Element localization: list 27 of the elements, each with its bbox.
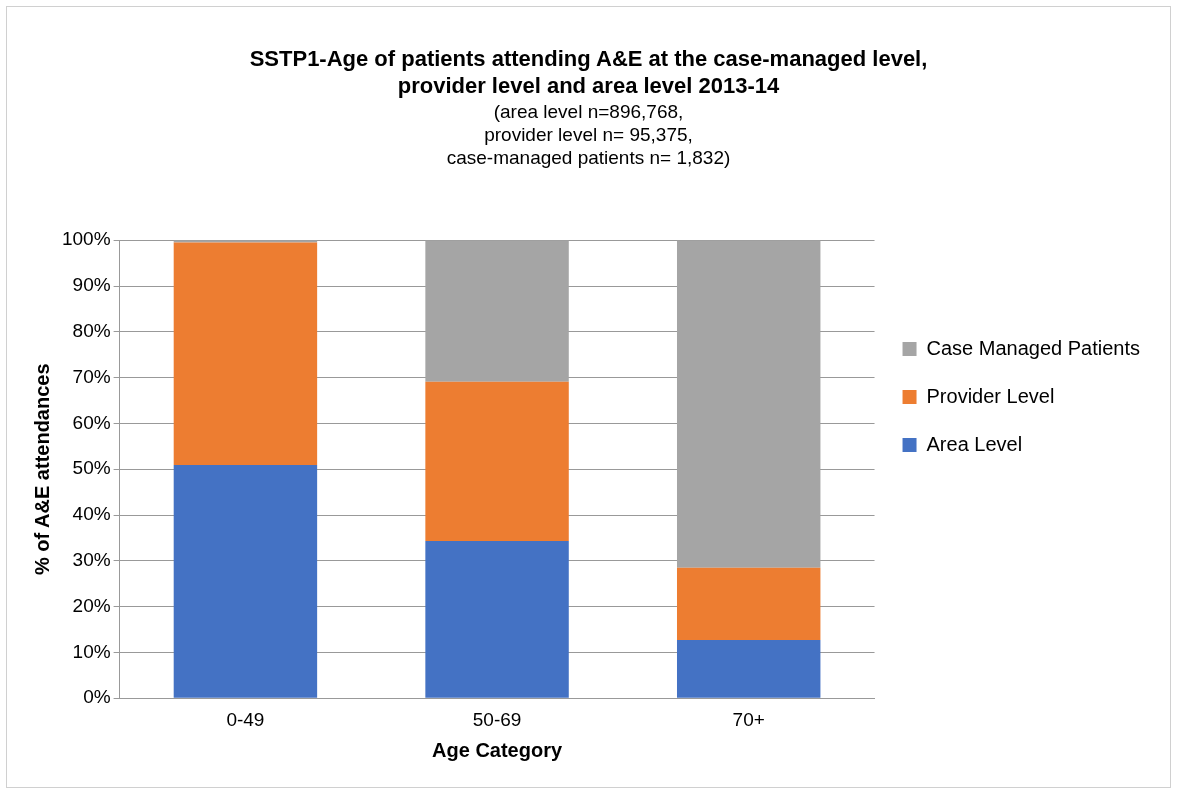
- legend-label: Case Managed Patients: [926, 336, 1140, 359]
- chart-subtitle: (area level n=896,768, provider level n= 95,375, case-managed patients n= 1,832): [446, 101, 731, 169]
- y-tick-label: 40%: [72, 503, 111, 525]
- y-tick-label: 90%: [72, 274, 111, 296]
- bar: [425, 381, 569, 542]
- x-tick-label: 50-69: [472, 708, 522, 730]
- x-tick-label: 0-49: [226, 708, 265, 730]
- bar: [173, 465, 318, 698]
- bar: [676, 567, 821, 641]
- y-tick-label: 20%: [72, 594, 111, 616]
- bar: [676, 640, 821, 698]
- y-tick-label: 60%: [72, 411, 111, 433]
- legend-label: Area Level: [926, 432, 1023, 455]
- y-tick-label: 100%: [61, 228, 111, 250]
- y-axis-title: % of A&E attendances: [30, 363, 53, 575]
- y-tick-label: 10%: [72, 640, 111, 662]
- chart-title: SSTP1-Age of patients attending A&E at the case-managed level, provider level and area level 2013-14: [249, 46, 928, 98]
- bar: [425, 541, 569, 698]
- y-tick-label: 70%: [72, 365, 111, 387]
- x-axis-title: Age Category: [432, 738, 563, 761]
- bar: [173, 242, 318, 466]
- legend-label: Provider Level: [926, 384, 1055, 407]
- y-tick-label: 0%: [83, 686, 111, 708]
- y-tick-label: 80%: [72, 320, 111, 342]
- y-tick-label: 30%: [72, 549, 111, 571]
- x-tick-label: 70+: [732, 708, 765, 730]
- y-tick-label: 50%: [72, 457, 111, 479]
